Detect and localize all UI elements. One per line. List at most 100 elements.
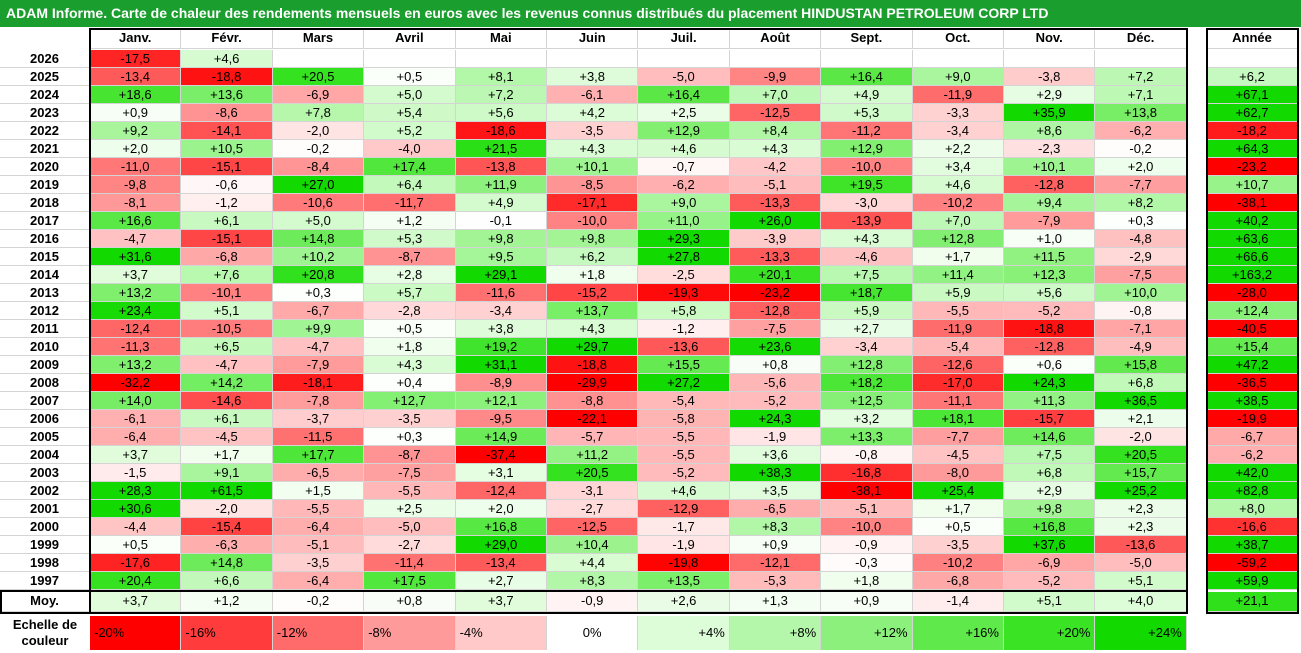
heatmap-cell: +7,8	[272, 104, 365, 122]
color-scale-stop: -12%	[272, 616, 365, 650]
heatmap-cell: -3,5	[272, 554, 365, 572]
heatmap-cell: +20,8	[272, 266, 365, 284]
heatmap-cell: +0,5	[912, 518, 1004, 536]
month-header: Juil.	[638, 29, 730, 49]
heatmap-cell: -3,8	[1004, 68, 1096, 86]
heatmap-cell: +5,4	[364, 104, 456, 122]
heatmap-cell: +20,5	[272, 68, 365, 86]
heatmap-cell: -0,9	[821, 536, 913, 554]
color-scale-stop: -16%	[181, 616, 273, 650]
heatmap-cell: +0,5	[364, 68, 456, 86]
heatmap-cell: -8,6	[181, 104, 273, 122]
heatmap-cell: +6,5	[181, 338, 273, 356]
heatmap-cell: -15,2	[547, 284, 639, 302]
heatmap-cell: -32,2	[90, 374, 182, 392]
annual-cell: -36,5	[1207, 374, 1298, 392]
heatmap-cell: +0,6	[1004, 356, 1096, 374]
heatmap-cell: -17,1	[547, 194, 639, 212]
heatmap-cell: +3,7	[90, 446, 182, 464]
heatmap-cell: -6,7	[272, 302, 365, 320]
heatmap-cell: -10,0	[547, 212, 639, 230]
heatmap-cell: -8,4	[272, 158, 365, 176]
heatmap-cell: +14,6	[1004, 428, 1096, 446]
month-header: Déc.	[1095, 29, 1187, 49]
heatmap-cell: -3,3	[912, 104, 1004, 122]
heatmap-cell: -8,7	[364, 446, 456, 464]
heatmap-cell: -5,3	[729, 572, 822, 590]
heatmap-cell: +5,1	[1095, 572, 1187, 590]
heatmap-cell: -4,5	[912, 446, 1004, 464]
average-annual-cell: +21,1	[1207, 592, 1298, 612]
heatmap-cell: -1,2	[181, 194, 273, 212]
heatmap-cell: -3,4	[912, 122, 1004, 140]
heatmap-cell: -6,1	[90, 410, 182, 428]
heatmap-cell: -1,2	[638, 320, 730, 338]
heatmap-cell: +3,8	[547, 68, 639, 86]
heatmap-cell: +24,3	[729, 410, 822, 428]
heatmap-cell: -5,0	[1095, 554, 1187, 572]
heatmap-cell: +12,7	[364, 392, 456, 410]
heatmap-cell: +0,9	[90, 104, 182, 122]
heatmap-cell: -18,8	[1004, 320, 1096, 338]
heatmap-cell	[912, 50, 1004, 68]
heatmap-cell: -15,1	[181, 158, 273, 176]
heatmap-cell: -17,0	[912, 374, 1004, 392]
heatmap-cell: +1,8	[821, 572, 913, 590]
heatmap-cell: +5,3	[821, 104, 913, 122]
heatmap-cell: -13,3	[729, 194, 822, 212]
heatmap-cell: +6,1	[181, 212, 273, 230]
heatmap-cell: -11,0	[90, 158, 182, 176]
heatmap-cell: +5,7	[364, 284, 456, 302]
heatmap-cell: +23,6	[729, 338, 822, 356]
year-label: 2026	[0, 50, 90, 68]
heatmap-cell: -12,6	[912, 356, 1004, 374]
heatmap-cell: -12,9	[638, 500, 730, 518]
year-label: 2024	[0, 86, 90, 104]
year-label: 1998	[0, 554, 90, 572]
heatmap-cell: -10,2	[912, 554, 1004, 572]
month-header: Mars	[272, 29, 365, 49]
heatmap-cell: +15,5	[638, 356, 730, 374]
year-label: 2020	[0, 158, 90, 176]
heatmap-cell: +29,7	[547, 338, 639, 356]
heatmap-cell: -6,4	[272, 518, 365, 536]
month-header: Oct.	[912, 29, 1004, 49]
heatmap-cell: -3,5	[912, 536, 1004, 554]
month-header: Août	[729, 29, 822, 49]
heatmap-cell: +15,7	[1095, 464, 1187, 482]
heatmap-cell: -2,3	[1004, 140, 1096, 158]
heatmap-cell: -11,4	[364, 554, 456, 572]
heatmap-cell: +19,5	[821, 176, 913, 194]
heatmap-cell: +9,8	[455, 230, 547, 248]
heatmap-cell: +11,3	[1004, 392, 1096, 410]
color-scale-stop: +16%	[912, 616, 1004, 650]
heatmap-cell: +9,2	[90, 122, 182, 140]
heatmap-cell: -13,3	[729, 248, 822, 266]
heatmap-cell: +5,9	[821, 302, 913, 320]
heatmap-cell: +2,7	[821, 320, 913, 338]
heatmap-cell: +0,3	[272, 284, 365, 302]
heatmap-cell: +25,4	[912, 482, 1004, 500]
heatmap-cell: -11,7	[364, 194, 456, 212]
heatmap-cell: -4,7	[181, 356, 273, 374]
heatmap-cell: +29,3	[638, 230, 730, 248]
heatmap-cell: +1,7	[912, 248, 1004, 266]
heatmap-cell: -2,0	[1095, 428, 1187, 446]
heatmap-cell: -5,6	[729, 374, 822, 392]
heatmap-cell: -5,5	[364, 482, 456, 500]
heatmap-cell: +35,9	[1004, 104, 1096, 122]
heatmap-cell: -13,9	[821, 212, 913, 230]
heatmap-cell: -15,4	[181, 518, 273, 536]
heatmap-cell: +10,2	[272, 248, 365, 266]
heatmap-cell: +3,2	[821, 410, 913, 428]
color-scale-stop: -4%	[455, 616, 547, 650]
heatmap-cell: +9,1	[181, 464, 273, 482]
heatmap-cell: -5,2	[1004, 572, 1096, 590]
heatmap-cell: +2,1	[1095, 410, 1187, 428]
heatmap-cell: +8,2	[1095, 194, 1187, 212]
heatmap-cell: +13,7	[547, 302, 639, 320]
heatmap-cell: -7,5	[729, 320, 822, 338]
heatmap-cell: +16,8	[455, 518, 547, 536]
heatmap-cell: +0,5	[90, 536, 182, 554]
heatmap-cell: +18,6	[90, 86, 182, 104]
